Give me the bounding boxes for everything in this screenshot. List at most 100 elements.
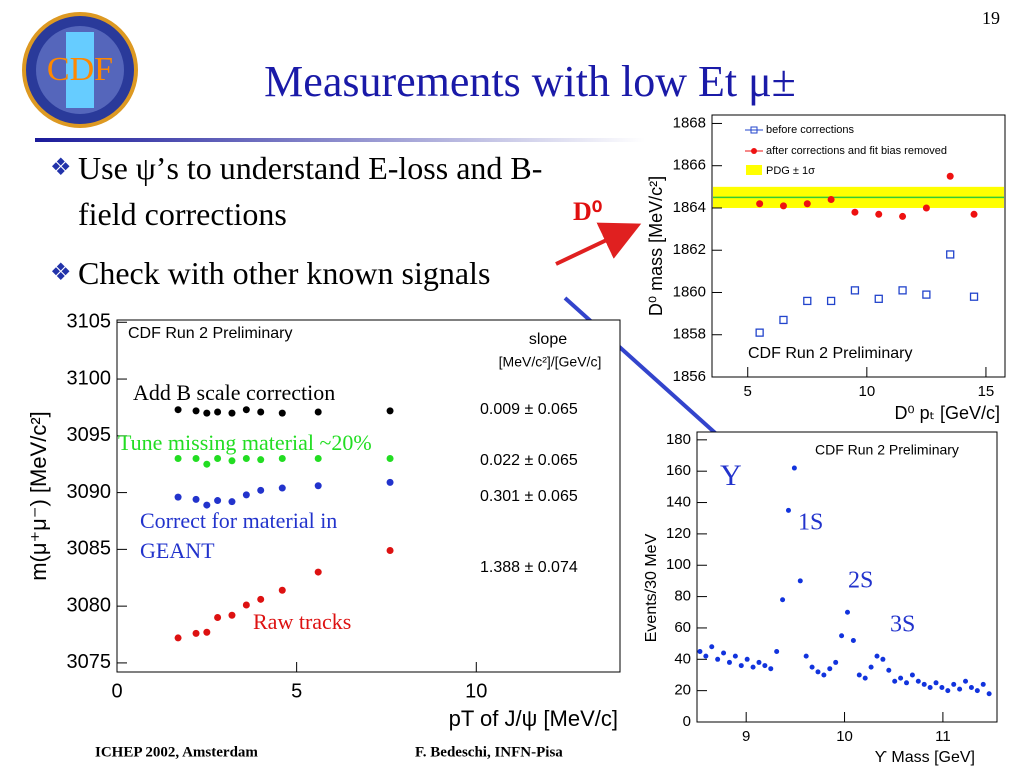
bullet: ❖ Check with other known signals xyxy=(50,250,598,296)
data-point xyxy=(257,408,265,416)
data-point xyxy=(242,491,250,499)
title-rule xyxy=(35,138,645,142)
y-axis-label: D⁰ mass [MeV/c²] xyxy=(646,176,666,316)
data-point xyxy=(946,172,954,180)
data-point xyxy=(933,680,939,686)
y-tick-label: 0 xyxy=(683,713,691,730)
data-point xyxy=(826,296,836,306)
data-point xyxy=(803,200,811,208)
data-point xyxy=(939,685,945,691)
series-label: Add B scale correction xyxy=(133,380,336,405)
data-point xyxy=(856,672,862,678)
data-point xyxy=(827,666,833,672)
x-tick-label: 11 xyxy=(935,728,951,745)
data-point xyxy=(785,507,791,513)
x-axis-label: D⁰ pₜ [GeV/c] xyxy=(894,403,1000,423)
y-tick-label: 160 xyxy=(666,462,691,479)
y-tick-label: 1860 xyxy=(673,283,706,300)
plot-frame xyxy=(696,431,998,723)
slope-value: 0.301 ± 0.065 xyxy=(480,488,578,505)
data-point xyxy=(732,653,738,659)
data-point xyxy=(797,578,803,584)
data-point xyxy=(899,212,907,220)
y-axis-label: m(μ⁺μ⁻) [MeV/c²] xyxy=(26,411,51,581)
data-point xyxy=(756,200,764,208)
data-point xyxy=(278,586,286,594)
data-point xyxy=(969,292,979,301)
data-point xyxy=(721,650,727,656)
d0-label: D⁰ xyxy=(573,197,602,226)
legend-label: before corrections xyxy=(766,124,855,136)
chart-title: CDF Run 2 Preliminary xyxy=(128,325,292,342)
data-point xyxy=(174,406,182,414)
footer-right: F. Bedeschi, INFN-Pisa xyxy=(415,744,563,760)
data-point xyxy=(970,210,978,218)
data-point xyxy=(257,486,265,494)
plot-frame xyxy=(116,319,621,673)
slope-value: 0.022 ± 0.065 xyxy=(480,452,578,469)
y-tick-label: 3090 xyxy=(67,481,112,503)
y-tick-label: 3105 xyxy=(67,311,112,333)
data-point xyxy=(174,455,182,463)
y-tick-label: 3085 xyxy=(67,538,112,560)
y-tick-label: 100 xyxy=(666,556,691,573)
data-point xyxy=(968,685,974,691)
bullet-text: Use ψ’s to understand E-loss and B-field… xyxy=(78,150,543,232)
footer-left: ICHEP 2002, Amsterdam xyxy=(95,744,258,760)
data-point xyxy=(957,686,963,692)
data-point xyxy=(774,648,780,654)
data-point xyxy=(850,637,856,643)
y-tick-label: 3075 xyxy=(67,651,112,673)
data-point xyxy=(886,667,892,673)
logo-text: CDF xyxy=(47,51,113,88)
x-tick-label: 10 xyxy=(858,383,875,400)
chart-title: CDF Run 2 Preliminary xyxy=(748,345,912,362)
peak-label: Υ xyxy=(720,459,742,492)
data-point xyxy=(228,457,236,465)
data-point xyxy=(780,597,786,603)
bullet-text: Check with other known signals xyxy=(78,255,491,291)
y-tick-label: 3080 xyxy=(67,594,112,616)
data-point xyxy=(386,478,394,486)
data-point xyxy=(874,653,880,659)
data-point xyxy=(228,409,236,417)
data-point xyxy=(174,493,182,501)
data-point xyxy=(986,691,992,697)
data-point xyxy=(963,678,969,684)
data-point xyxy=(386,547,394,555)
slide-title: Measurements with low Et μ± xyxy=(264,57,796,106)
x-tick-label: 15 xyxy=(978,383,995,400)
data-point xyxy=(803,653,809,659)
y-tick-label: 1858 xyxy=(673,326,706,343)
data-point xyxy=(278,484,286,492)
red-arrow xyxy=(555,222,642,266)
data-point xyxy=(821,672,827,678)
data-point xyxy=(214,497,222,505)
x-tick-label: 10 xyxy=(465,680,487,702)
data-point xyxy=(945,688,951,694)
data-point xyxy=(833,659,839,665)
slope-value: 1.388 ± 0.074 xyxy=(480,559,578,576)
bullet: ❖ Use ψ’s to understand E-loss and B-fiel… xyxy=(50,145,598,237)
data-point xyxy=(203,501,211,509)
chart-title: CDF Run 2 Preliminary xyxy=(815,442,959,458)
data-point xyxy=(898,286,907,295)
y-tick-label: 1856 xyxy=(673,368,706,385)
data-point xyxy=(779,315,788,325)
slope-title: slope xyxy=(529,331,567,348)
data-point xyxy=(922,204,930,212)
data-point xyxy=(868,664,874,670)
data-point xyxy=(791,465,797,471)
legend-label: after corrections and fit bias removed xyxy=(766,145,947,157)
data-point xyxy=(192,495,200,503)
data-point xyxy=(192,629,200,637)
x-axis-label: ϒ Mass [GeV] xyxy=(875,749,975,766)
legend-label: PDG ± 1σ xyxy=(766,165,815,177)
plot-frame xyxy=(711,114,1006,378)
data-point xyxy=(314,482,322,490)
slope-value: 0.009 ± 0.065 xyxy=(480,401,578,418)
page-number: 19 xyxy=(982,8,1000,28)
data-point xyxy=(909,672,915,678)
peak-label: 3S xyxy=(890,612,915,638)
